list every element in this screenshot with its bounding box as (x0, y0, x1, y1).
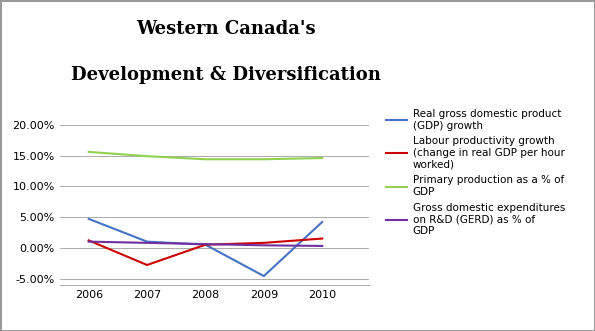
Legend: Real gross domestic product
(GDP) growth, Labour productivity growth
(change in : Real gross domestic product (GDP) growth… (387, 109, 565, 236)
Text: Western Canada's: Western Canada's (136, 20, 316, 38)
Text: Development & Diversification: Development & Diversification (71, 66, 381, 84)
